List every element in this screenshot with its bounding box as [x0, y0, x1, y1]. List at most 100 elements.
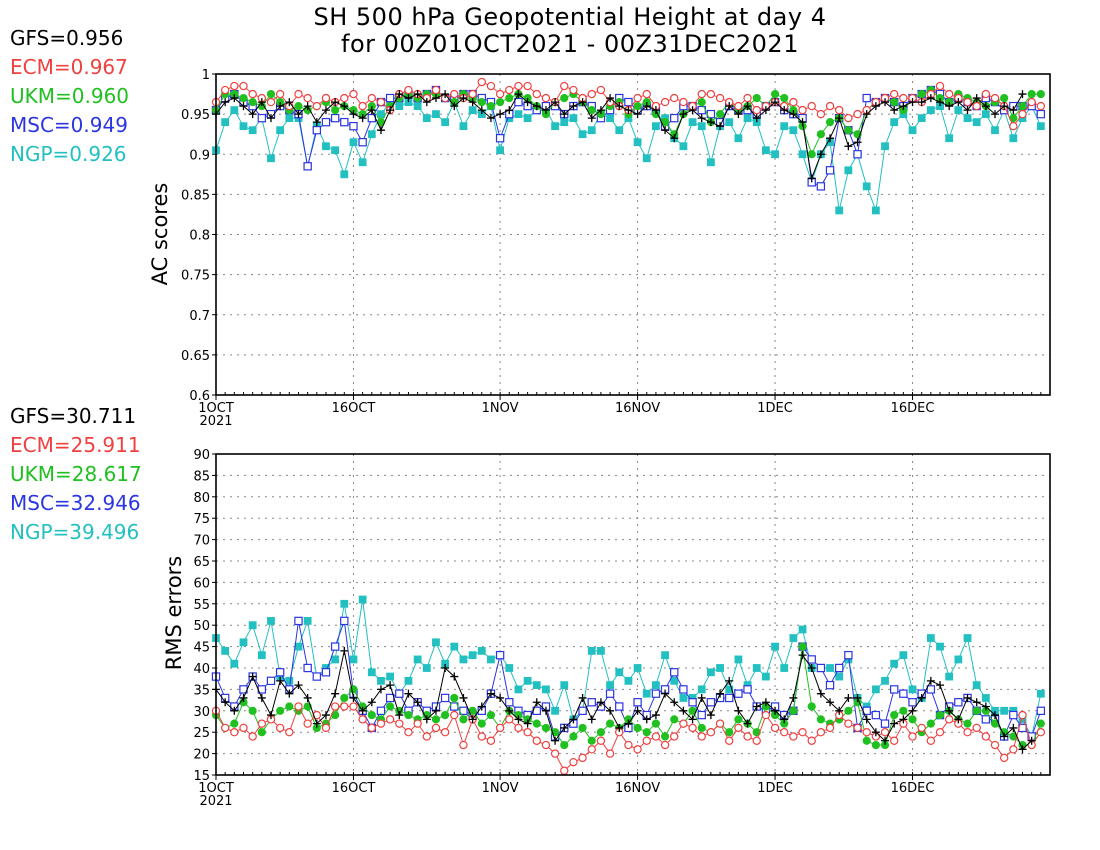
point-gfs — [303, 693, 312, 702]
point-ecm — [963, 728, 972, 737]
point-gfs — [541, 706, 550, 715]
point-gfs — [514, 715, 523, 724]
point-ecm — [285, 728, 294, 737]
point-ecm — [266, 97, 276, 107]
point-ukm — [825, 118, 835, 127]
point-ngp — [331, 146, 340, 155]
point-msc — [312, 672, 322, 681]
point-gfs — [1018, 90, 1027, 99]
legend-ac-gfs: GFS=0.956 — [10, 26, 124, 50]
point-msc — [825, 166, 835, 175]
point-ukm — [578, 723, 587, 733]
point-ecm — [715, 93, 725, 103]
point-ukm — [505, 93, 514, 103]
point-ecm — [422, 732, 431, 741]
point-msc — [954, 698, 963, 707]
point-ukm — [331, 106, 340, 115]
point-ecm — [514, 81, 523, 91]
point-ngp — [697, 685, 706, 694]
point-gfs — [816, 689, 825, 698]
point-ecm — [220, 85, 230, 95]
point-ngp — [945, 672, 954, 681]
point-gfs — [358, 114, 367, 123]
point-gfs — [624, 719, 633, 728]
point-gfs — [413, 90, 422, 99]
point-gfs — [789, 110, 798, 119]
point-ukm — [697, 97, 706, 107]
point-gfs — [367, 106, 376, 115]
point-ngp — [551, 706, 559, 715]
point-ecm — [844, 113, 853, 123]
point-msc — [321, 668, 331, 677]
point-msc — [844, 650, 853, 660]
point-ecm — [1036, 101, 1046, 111]
point-ecm — [367, 723, 377, 733]
point-ngp — [835, 672, 844, 681]
point-ukm — [404, 710, 413, 720]
point-ecm — [780, 728, 789, 737]
point-ngp — [972, 681, 981, 690]
point-ecm — [367, 93, 377, 103]
point-ngp — [477, 646, 486, 655]
point-ecm — [578, 753, 587, 763]
point-gfs — [734, 110, 743, 119]
point-msc — [1009, 710, 1018, 720]
point-ecm — [981, 89, 991, 99]
point-ecm — [963, 97, 972, 107]
point-gfs — [716, 122, 725, 131]
point-gfs — [945, 102, 954, 111]
point-ecm — [770, 723, 780, 733]
point-gfs — [945, 706, 954, 715]
series-ecm — [211, 77, 1046, 131]
point-ukm — [1036, 719, 1045, 728]
point-gfs — [789, 693, 798, 702]
point-ecm — [743, 732, 752, 741]
point-ngp — [432, 110, 440, 119]
point-ngp — [707, 668, 715, 677]
x-tick-label: 1DEC — [757, 781, 793, 796]
point-gfs — [285, 98, 294, 107]
point-ngp — [789, 126, 798, 135]
legend-ac-ecm: ECM=0.967 — [10, 55, 128, 79]
point-ukm — [633, 723, 642, 733]
point-gfs — [321, 711, 330, 720]
point-ecm — [697, 89, 706, 99]
point-gfs — [706, 711, 715, 720]
point-gfs — [615, 102, 624, 111]
point-ecm — [303, 719, 312, 728]
point-ngp — [285, 676, 294, 685]
point-msc — [926, 685, 936, 694]
point-gfs — [404, 94, 413, 103]
y-tick-label: 30 — [193, 705, 210, 720]
point-ecm — [944, 715, 954, 724]
point-ngp — [871, 685, 880, 694]
point-ecm — [404, 85, 413, 95]
point-ngp — [633, 664, 642, 672]
y-tick-label: 40 — [193, 662, 210, 677]
point-ngp — [349, 138, 358, 147]
point-gfs — [835, 706, 844, 715]
point-ukm — [890, 97, 899, 107]
point-ngp — [331, 655, 340, 664]
point-ecm — [835, 105, 844, 115]
point-gfs — [486, 114, 495, 123]
point-ngp — [377, 676, 385, 685]
y-tick-label: 45 — [193, 641, 210, 656]
point-ecm — [468, 89, 477, 99]
point-gfs — [312, 719, 321, 728]
point-ecm — [816, 728, 826, 737]
point-ukm — [441, 710, 450, 720]
point-msc — [340, 117, 349, 127]
point-msc — [257, 113, 267, 123]
point-gfs — [230, 706, 239, 715]
legend-rms: GFS=30.711 ECM=25.911 UKM=28.617 MSC=32.… — [10, 402, 142, 547]
point-ngp — [303, 617, 312, 625]
point-ecm — [825, 723, 835, 733]
point-ngp — [697, 122, 706, 131]
legend-rms-ecm: ECM=25.911 — [10, 433, 141, 457]
point-ngp — [404, 676, 413, 685]
point-ngp — [908, 126, 917, 135]
point-ecm — [404, 728, 413, 737]
point-gfs — [1000, 732, 1009, 741]
